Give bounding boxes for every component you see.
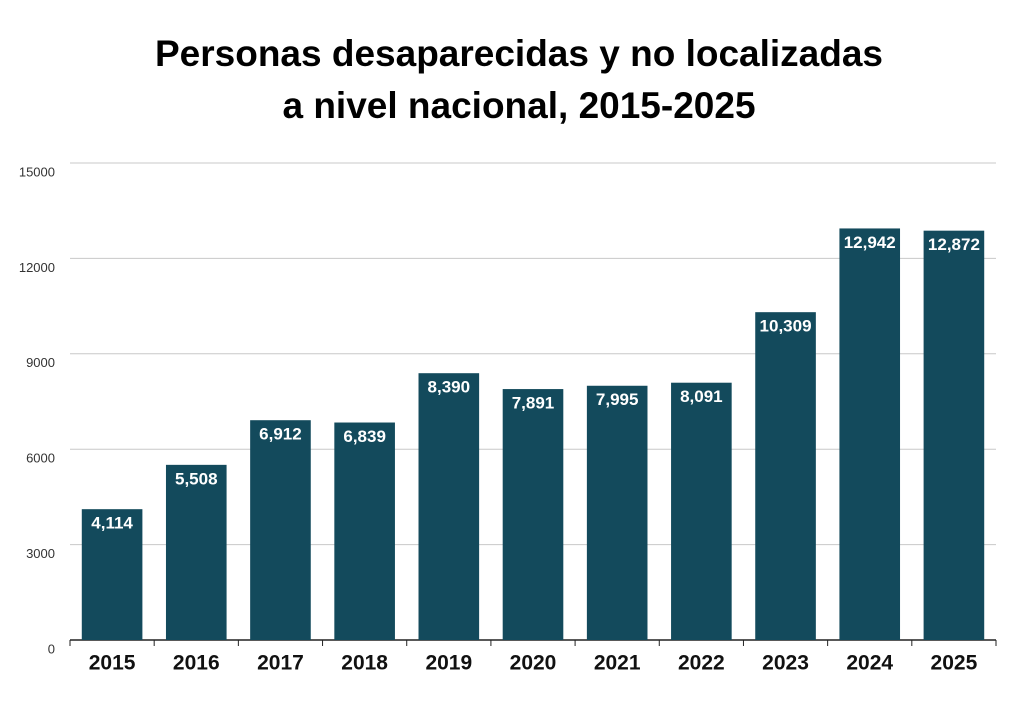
x-tick-label: 2019 — [425, 652, 472, 675]
y-tick-label: 0 — [48, 641, 55, 656]
bar — [755, 312, 816, 640]
chart-title: a nivel nacional, 2015-2025 — [282, 85, 755, 126]
value-label: 8,390 — [428, 378, 471, 397]
value-label: 5,508 — [175, 469, 218, 488]
y-tick-label: 9000 — [26, 355, 55, 370]
bar — [502, 389, 564, 640]
x-tick-label: 2025 — [931, 652, 978, 675]
bar — [250, 420, 311, 640]
bar — [334, 422, 395, 640]
x-tick-label: 2023 — [762, 652, 809, 675]
bar — [418, 373, 480, 640]
bar — [165, 464, 227, 640]
value-label: 7,995 — [596, 390, 639, 409]
bar — [586, 385, 648, 640]
x-tick-label: 2017 — [257, 652, 304, 675]
bar — [923, 230, 985, 640]
y-tick-label: 15000 — [19, 164, 55, 179]
x-tick-label: 2016 — [173, 652, 220, 675]
value-label: 10,309 — [760, 317, 812, 336]
y-tick-label: 3000 — [26, 546, 55, 561]
bar — [671, 382, 732, 640]
bar — [81, 509, 143, 640]
x-tick-label: 2018 — [341, 652, 388, 675]
x-tick-label: 2021 — [594, 652, 641, 675]
x-tick-label: 2015 — [89, 652, 136, 675]
value-label: 4,114 — [91, 514, 133, 533]
x-tick-label: 2020 — [510, 652, 557, 675]
chart-title: Personas desaparecidas y no localizadas — [155, 33, 883, 74]
x-tick-label: 2024 — [846, 652, 893, 675]
value-label: 6,839 — [343, 427, 386, 446]
value-label: 12,942 — [844, 233, 896, 252]
value-label: 12,872 — [928, 235, 980, 254]
value-label: 6,912 — [259, 425, 302, 444]
y-tick-label: 6000 — [26, 451, 55, 466]
bar — [839, 228, 901, 640]
y-tick-label: 12000 — [19, 260, 55, 275]
x-tick-label: 2022 — [678, 652, 725, 675]
value-label: 8,091 — [680, 387, 723, 406]
value-label: 7,891 — [512, 394, 555, 413]
